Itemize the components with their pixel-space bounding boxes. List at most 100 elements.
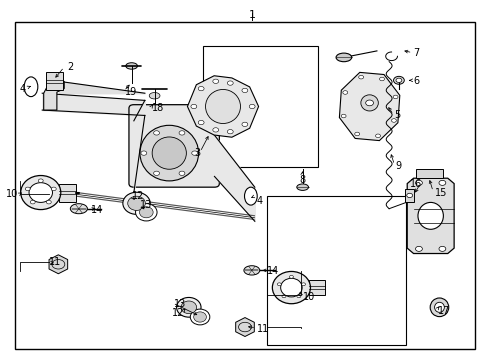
Text: 5: 5 (394, 111, 400, 121)
Ellipse shape (140, 125, 198, 181)
Circle shape (290, 275, 294, 278)
Circle shape (38, 179, 43, 183)
FancyBboxPatch shape (129, 105, 220, 187)
Circle shape (380, 77, 385, 81)
Text: 11: 11 (257, 324, 270, 334)
Text: 12: 12 (172, 308, 184, 318)
Bar (416, 169, 443, 178)
Circle shape (343, 91, 348, 94)
Circle shape (392, 119, 396, 122)
Ellipse shape (297, 184, 309, 190)
Ellipse shape (176, 297, 201, 317)
Ellipse shape (126, 63, 138, 69)
Ellipse shape (361, 95, 378, 111)
Circle shape (301, 283, 305, 286)
Circle shape (213, 128, 219, 132)
Polygon shape (188, 76, 259, 137)
Circle shape (366, 100, 373, 106)
Bar (405, 189, 414, 202)
Text: 15: 15 (435, 188, 447, 198)
Circle shape (407, 193, 413, 198)
Text: 14: 14 (267, 266, 279, 276)
Circle shape (439, 246, 446, 251)
Text: 14: 14 (91, 206, 103, 216)
Ellipse shape (430, 298, 449, 317)
Polygon shape (340, 72, 400, 141)
Ellipse shape (71, 204, 87, 214)
Circle shape (198, 120, 204, 125)
Circle shape (439, 180, 446, 185)
Text: 18: 18 (152, 103, 165, 113)
Circle shape (47, 200, 51, 204)
Text: 12: 12 (132, 191, 144, 201)
Ellipse shape (181, 301, 196, 314)
Circle shape (393, 95, 398, 99)
Circle shape (249, 104, 255, 109)
Circle shape (198, 86, 204, 91)
Circle shape (242, 88, 248, 93)
Text: 4: 4 (20, 84, 26, 94)
Ellipse shape (24, 77, 38, 96)
Text: 16: 16 (410, 179, 422, 189)
Circle shape (154, 171, 159, 175)
Polygon shape (49, 255, 68, 274)
Text: 13: 13 (174, 299, 186, 309)
Circle shape (30, 200, 35, 204)
Circle shape (282, 295, 286, 298)
Circle shape (25, 187, 30, 191)
Ellipse shape (152, 137, 186, 169)
Circle shape (341, 114, 346, 118)
Circle shape (154, 131, 159, 135)
Ellipse shape (140, 207, 153, 218)
Ellipse shape (123, 192, 150, 214)
Text: 10: 10 (6, 189, 18, 199)
Circle shape (179, 131, 185, 135)
Polygon shape (236, 318, 254, 337)
Ellipse shape (272, 271, 311, 304)
Ellipse shape (393, 76, 404, 84)
Text: 6: 6 (414, 76, 420, 86)
Circle shape (51, 187, 56, 191)
Bar (46, 72, 63, 90)
Circle shape (227, 130, 233, 134)
Ellipse shape (244, 266, 260, 275)
Ellipse shape (194, 312, 206, 322)
Ellipse shape (396, 78, 402, 82)
Circle shape (213, 79, 219, 84)
Bar (203, 45, 318, 167)
Circle shape (416, 180, 422, 185)
Ellipse shape (245, 187, 257, 205)
Text: 11: 11 (49, 257, 61, 267)
Circle shape (416, 246, 422, 251)
Text: 19: 19 (125, 87, 138, 97)
Circle shape (359, 75, 364, 79)
Bar (309, 280, 325, 296)
Circle shape (141, 151, 147, 155)
Circle shape (191, 104, 197, 109)
Bar (267, 196, 406, 345)
Ellipse shape (128, 196, 146, 210)
Text: 9: 9 (395, 161, 402, 171)
Text: 13: 13 (140, 200, 152, 210)
Text: 2: 2 (68, 62, 74, 72)
Circle shape (376, 134, 380, 138)
Circle shape (277, 283, 281, 286)
Circle shape (192, 151, 197, 155)
Text: 10: 10 (303, 292, 315, 302)
Circle shape (179, 171, 185, 175)
Circle shape (242, 122, 248, 126)
Circle shape (297, 295, 301, 298)
Polygon shape (44, 81, 64, 110)
Ellipse shape (190, 309, 210, 325)
Ellipse shape (336, 53, 352, 62)
Ellipse shape (136, 204, 157, 221)
Polygon shape (407, 178, 454, 253)
Text: 1: 1 (249, 10, 256, 20)
Ellipse shape (205, 89, 241, 123)
Text: 4: 4 (256, 196, 262, 206)
Ellipse shape (21, 176, 61, 210)
Circle shape (227, 81, 233, 85)
Ellipse shape (435, 302, 444, 312)
Ellipse shape (418, 202, 443, 229)
Text: 7: 7 (414, 48, 420, 58)
